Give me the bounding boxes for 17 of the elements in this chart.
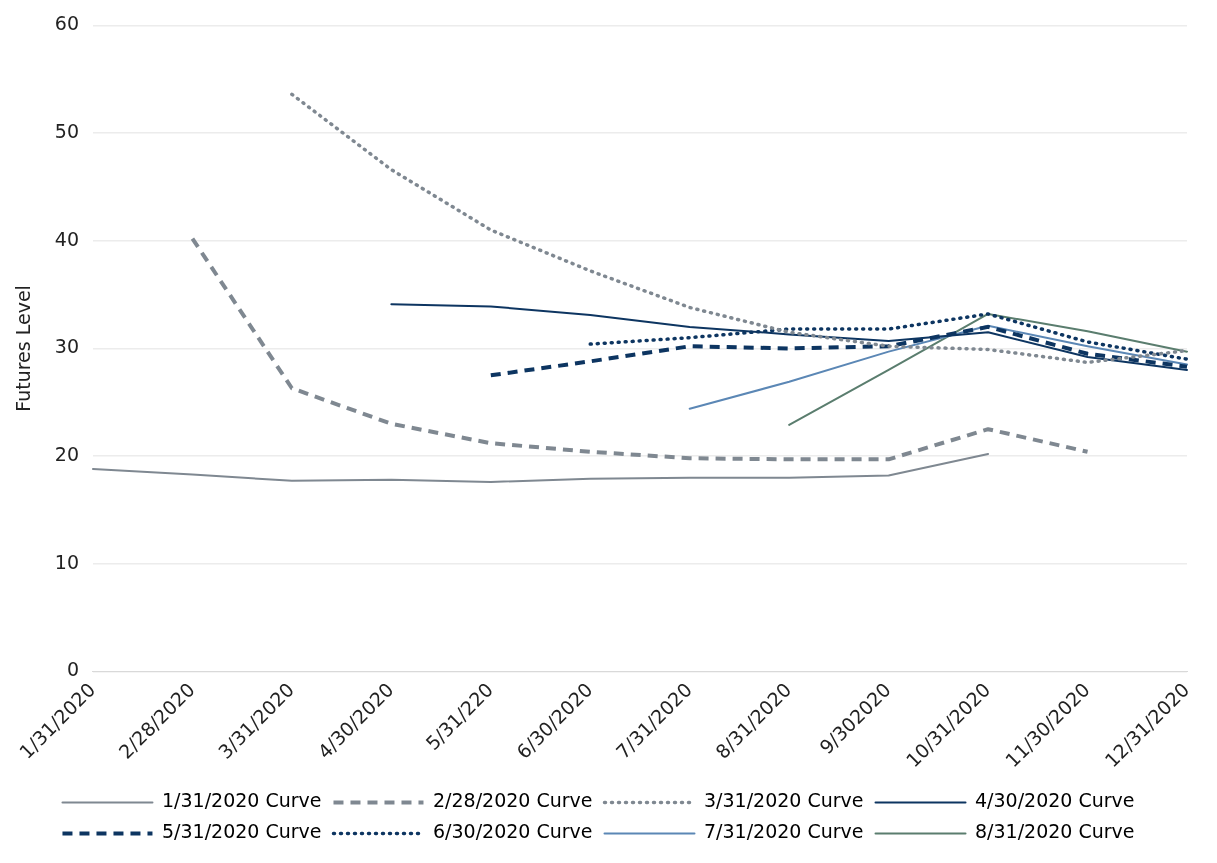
y-axis-title: Futures Level [12,285,35,412]
y-tick-label: 0 [66,658,79,681]
legend-label: 7/31/2020 Curve [704,820,864,843]
y-tick-label: 60 [54,12,79,35]
y-tick-label: 10 [54,550,79,573]
legend-label: 4/30/2020 Curve [975,789,1135,812]
y-tick-label: 50 [54,120,79,143]
y-tick-label: 30 [54,335,79,358]
line-series [190,236,1090,462]
legend-label: 2/28/2020 Curve [432,789,593,812]
legend-label: 3/31/2020 Curve [704,789,864,812]
y-tick-label: 20 [54,443,79,466]
legend-label: 6/30/2020 Curve [432,820,593,843]
legend-label: 1/31/2020 Curve [161,789,322,812]
legend-label: 5/31/2020 Curve [161,820,322,843]
y-tick-label: 40 [54,227,79,250]
legend-label: 8/31/2020 Curve [975,820,1135,843]
